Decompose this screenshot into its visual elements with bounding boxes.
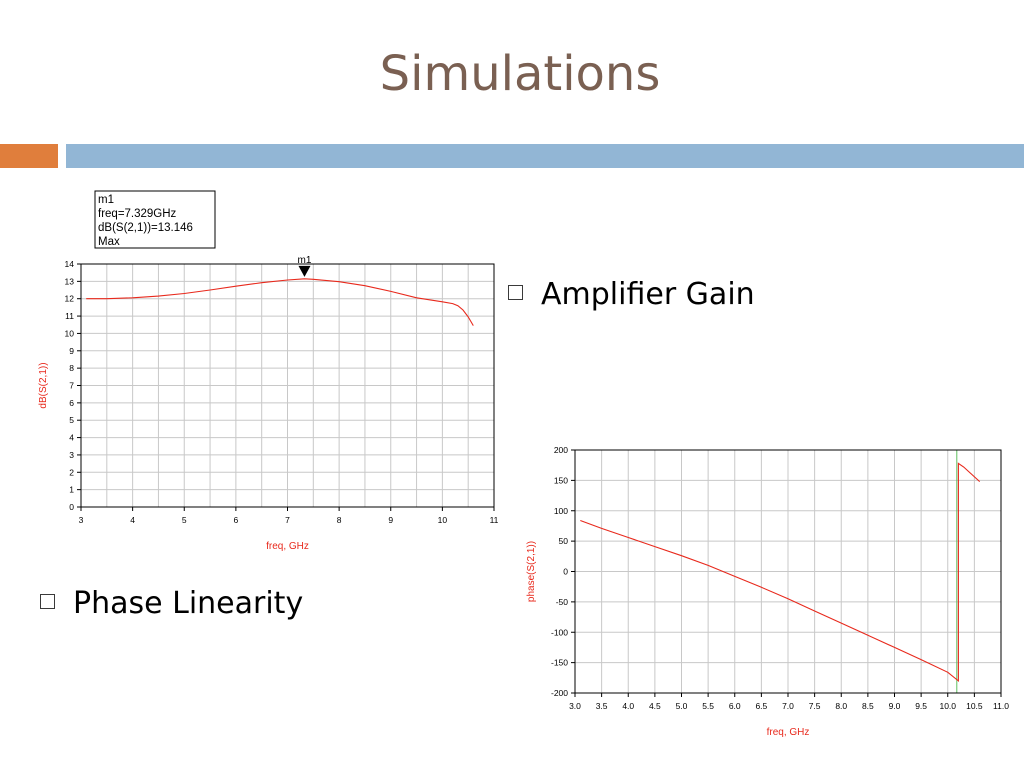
x-tick-label: 5.0: [676, 701, 688, 711]
x-tick-label: 8: [337, 515, 342, 525]
y-tick-label: 14: [65, 259, 75, 269]
y-tick-label: -50: [556, 597, 569, 607]
y-tick-label: 150: [554, 475, 568, 485]
y-tick-label: 3: [69, 450, 74, 460]
y-tick-label: 10: [65, 328, 75, 338]
x-tick-label: 4: [130, 515, 135, 525]
accent-bar-orange: [0, 144, 58, 168]
y-tick-label: -100: [551, 627, 568, 637]
x-axis-label: freq, GHz: [266, 541, 309, 552]
marker-label: m1: [298, 255, 312, 266]
y-tick-label: 9: [69, 346, 74, 356]
y-tick-label: 1: [69, 485, 74, 495]
x-tick-label: 6.5: [755, 701, 767, 711]
x-tick-label: 8.0: [835, 701, 847, 711]
marker-readout-line: dB(S(2,1))=13.146: [98, 222, 193, 234]
y-tick-label: 200: [554, 445, 568, 455]
y-tick-label: 11: [65, 311, 74, 321]
x-tick-label: 6.0: [729, 701, 741, 711]
y-tick-label: 13: [65, 276, 75, 286]
x-tick-label: 4.0: [622, 701, 634, 711]
y-tick-label: 2: [69, 467, 74, 477]
x-tick-label: 7: [285, 515, 290, 525]
x-tick-label: 10.0: [939, 701, 956, 711]
x-tick-label: 10.5: [966, 701, 983, 711]
marker-readout-line: m1: [98, 194, 114, 206]
y-tick-label: 0: [69, 502, 74, 512]
square-bullet-icon: [40, 594, 55, 609]
y-tick-label: 0: [563, 567, 568, 577]
bullet-label: Phase Linearity: [73, 586, 304, 621]
slide-title: Simulations: [379, 46, 661, 102]
bullet-label: Amplifier Gain: [541, 277, 755, 312]
x-tick-label: 9: [388, 515, 393, 525]
x-tick-label: 11.0: [993, 701, 1009, 711]
series-line: [86, 278, 474, 326]
x-tick-label: 8.5: [862, 701, 874, 711]
y-axis-label: dB(S(2,1)): [38, 362, 49, 408]
x-tick-label: 10: [438, 515, 448, 525]
square-bullet-icon: [508, 285, 523, 300]
marker-triangle-icon: [298, 265, 311, 277]
y-tick-label: 100: [554, 506, 568, 516]
marker-readout-line: Max: [98, 236, 120, 248]
x-tick-label: 7.5: [809, 701, 821, 711]
y-tick-label: 7: [69, 381, 74, 391]
bullet-amplifier-gain: Amplifier Gain: [508, 277, 755, 312]
y-axis-label: phase(S(2,1)): [526, 541, 537, 602]
y-tick-label: 8: [69, 363, 74, 373]
y-tick-label: 4: [69, 433, 74, 443]
x-tick-label: 3.5: [596, 701, 608, 711]
series-line: [580, 462, 981, 683]
x-tick-label: 3: [79, 515, 84, 525]
y-tick-label: 5: [69, 415, 74, 425]
x-tick-label: 9.0: [889, 701, 901, 711]
marker-readout-line: freq=7.329GHz: [98, 208, 177, 220]
y-tick-label: 6: [69, 398, 74, 408]
x-tick-label: 5.5: [702, 701, 714, 711]
accent-bar-blue: [66, 144, 1024, 168]
marker-readout-box: [94, 190, 216, 249]
x-axis-label: freq, GHz: [767, 727, 810, 738]
x-tick-label: 3.0: [569, 701, 581, 711]
y-tick-label: -200: [551, 688, 568, 698]
y-tick-label: -150: [551, 658, 568, 668]
bullet-phase-linearity: Phase Linearity: [40, 586, 303, 621]
y-tick-label: 12: [65, 294, 75, 304]
x-tick-label: 6: [234, 515, 239, 525]
x-tick-label: 4.5: [649, 701, 661, 711]
x-tick-label: 5: [182, 515, 187, 525]
x-tick-label: 11: [490, 515, 499, 525]
x-tick-label: 9.5: [915, 701, 927, 711]
y-tick-label: 50: [559, 536, 569, 546]
x-tick-label: 7.0: [782, 701, 794, 711]
